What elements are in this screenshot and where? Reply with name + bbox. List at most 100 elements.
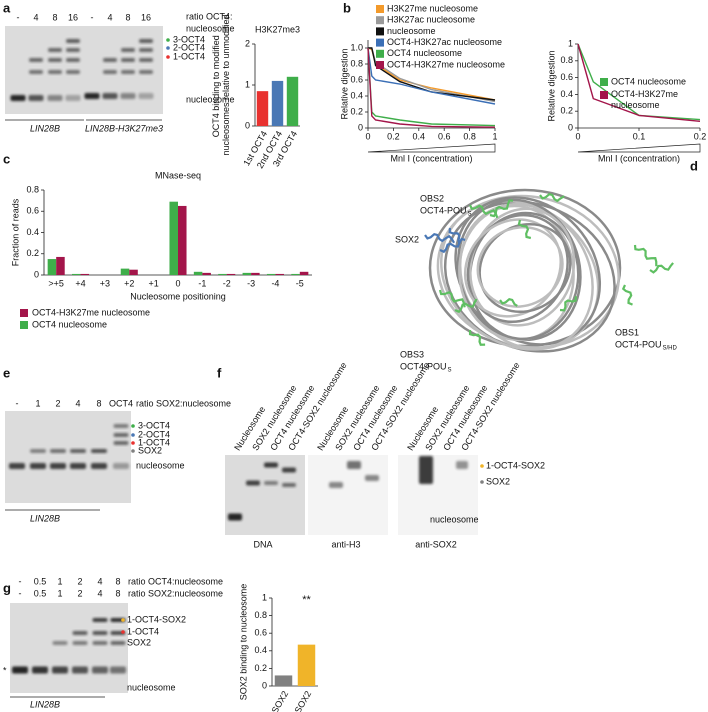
y-axis-label: SOX2 binding to nucleosome: [238, 584, 248, 701]
y-tick-label: 0.4: [254, 645, 267, 655]
gel-band: [139, 70, 153, 74]
line: [367, 47, 496, 105]
lane-label: -: [19, 588, 22, 598]
ratio-label: ratio OCT4:: [186, 11, 233, 21]
domain-label: OCT4-POU: [420, 205, 467, 215]
band-label: 1-OCT4-SOX2: [486, 460, 545, 470]
bar: [72, 273, 81, 275]
lane-label: 0.5: [34, 588, 47, 598]
legend-marker: [600, 91, 608, 99]
gel-band: [9, 463, 25, 469]
concentration-wedge: [577, 143, 701, 153]
bar: [275, 273, 284, 275]
x-tick-label: 0.2: [694, 131, 707, 141]
x-tick-label: 0.2: [387, 131, 400, 141]
legend-marker: [376, 5, 384, 13]
x-tick-label: 0: [575, 131, 580, 141]
y-tick-label: 0.4: [350, 90, 363, 100]
panel-letter: f: [217, 365, 222, 380]
panel-letter: c: [3, 151, 10, 166]
lane-label: 8: [125, 12, 130, 22]
legend-label: H3K27me nucleosome: [387, 3, 478, 13]
protein-helix: [649, 262, 674, 274]
gel-band: [347, 461, 361, 469]
y-tick-label: 0.8: [26, 184, 39, 194]
y-tick-label: 2: [245, 38, 250, 48]
band-marker-label: *: [3, 665, 7, 675]
protein-helix: [439, 237, 466, 254]
site-label: OBS2: [420, 193, 444, 203]
legend-label: OCT4 nucleosome: [387, 48, 462, 58]
bar: [56, 256, 65, 275]
gel-band: [120, 93, 136, 99]
lane-label: 8: [96, 398, 101, 408]
x-tick-label: 1: [492, 131, 497, 141]
lane-label: 2: [55, 398, 60, 408]
gel-band: [246, 480, 260, 486]
gel-band: [66, 70, 80, 74]
band-label: 1-OCT4-SOX2: [127, 614, 186, 624]
gel-band: [365, 475, 379, 481]
y-axis-label: Fraction of reads: [10, 198, 20, 266]
panel-letter: g: [3, 580, 11, 595]
lane-label: 2: [77, 588, 82, 598]
bar: [299, 271, 309, 275]
bar: [178, 205, 187, 275]
gel-band: [110, 666, 126, 674]
legend-label: OCT4-H3K27me nucleosome: [387, 59, 505, 69]
band-label: 1-OCT4: [127, 626, 159, 636]
structure: [424, 188, 674, 353]
x-tick-label: SOX2: [270, 689, 291, 712]
gel-band: [103, 58, 117, 62]
line: [577, 43, 701, 122]
protein-helix: [499, 297, 518, 307]
lane-label: 2: [77, 576, 82, 586]
gel-band: [70, 449, 86, 453]
bar: [297, 644, 316, 686]
y-tick-label: 0.6: [350, 74, 363, 84]
x-axis-label: Mnl I (concentration): [390, 153, 472, 163]
legend-marker: [376, 16, 384, 25]
band-label: 3-OCT4: [138, 420, 170, 430]
protein-helix: [468, 329, 486, 346]
sample-label: LIN28B-H3K27me3: [85, 123, 163, 133]
band-marker: [131, 424, 135, 428]
sample-label: LIN28B: [30, 699, 60, 709]
gel-band: [48, 70, 62, 74]
band-marker: [121, 630, 125, 634]
gel-band: [70, 463, 86, 469]
legend-marker: [20, 321, 28, 329]
gel-band: [456, 461, 468, 469]
band-marker: [166, 55, 170, 59]
band-marker: [121, 618, 125, 622]
gel-band: [28, 95, 44, 101]
legend-marker: [376, 61, 384, 69]
bar: [193, 271, 203, 275]
protein-helix: [539, 192, 565, 203]
legend-label: OCT4-H3K27me nucleosome: [32, 307, 150, 317]
gel-band: [139, 39, 153, 43]
y-tick-label: 1: [245, 79, 250, 89]
sample-label: LIN28B: [30, 513, 60, 523]
lane-label: 1: [57, 588, 62, 598]
y-tick-label: 0.8: [254, 610, 267, 620]
y-tick-label: 1: [262, 592, 267, 602]
bar: [202, 272, 211, 275]
gel-band: [72, 666, 88, 674]
x-tick-label: 0: [365, 131, 370, 141]
protein-helix: [448, 227, 461, 244]
gel-band: [264, 481, 278, 485]
gel-band: [113, 424, 129, 428]
y-tick-label: 0.2: [26, 248, 39, 258]
y-tick-label: 0.2: [560, 106, 573, 116]
legend-marker: [376, 38, 384, 47]
bar: [274, 675, 293, 686]
gel-band: [91, 463, 107, 469]
lane-label: 1: [35, 398, 40, 408]
bar: [291, 273, 300, 275]
y-tick-label: 0.8: [350, 58, 363, 68]
gel-band: [32, 666, 48, 674]
protein-helix: [621, 284, 633, 306]
domain-subscript: S/HD: [663, 346, 678, 352]
gel-band: [29, 58, 43, 62]
